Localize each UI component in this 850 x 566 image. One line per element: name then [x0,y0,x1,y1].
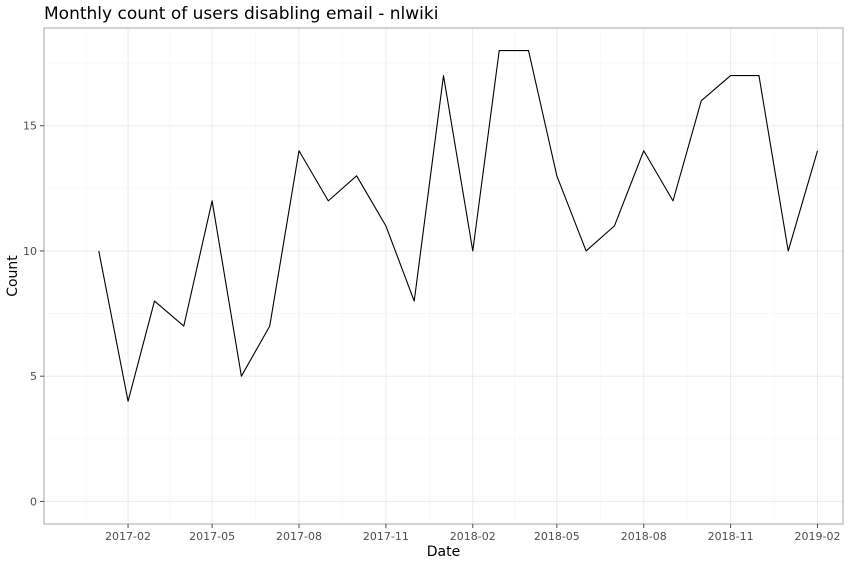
x-axis-title: Date [427,544,460,560]
y-tick-label: 15 [23,120,37,133]
x-tick-label: 2017-05 [189,530,235,543]
y-tick-label: 0 [30,495,37,508]
major-gridlines [44,28,843,524]
minor-gridlines [44,28,843,524]
series-line-count [98,49,819,402]
x-tick-label: 2018-11 [708,530,754,543]
x-tick-label: 2017-11 [363,530,409,543]
series-layer [98,49,819,402]
y-tick-label: 10 [23,245,37,258]
y-tick-label: 5 [30,370,37,383]
x-axis: 2017-02 2017-05 2017-08 2017-11 2018-02 2018-… [105,524,840,543]
chart-title: Monthly count of users disabling email -… [44,4,438,24]
plot-panel-border [43,27,844,525]
x-tick-label: 2018-08 [621,530,667,543]
y-axis-title: Count [5,255,21,297]
x-tick-label: 2017-08 [276,530,322,543]
x-tick-label: 2017-02 [105,530,151,543]
x-tick-label: 2018-02 [450,530,496,543]
x-tick-label: 2018-05 [534,530,580,543]
y-axis: 0 5 10 15 [23,120,44,508]
x-tick-label: 2019-02 [795,530,841,543]
